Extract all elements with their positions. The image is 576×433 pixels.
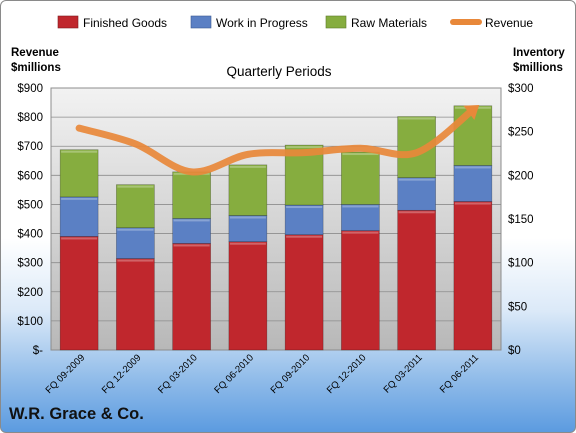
category-label: FQ 12-2010 (325, 352, 369, 396)
legend-label-work-in-progress: Work in Progress (216, 16, 308, 30)
left-tick-label: $600 (17, 170, 43, 182)
bar-highlight (61, 150, 98, 153)
bar-finished-goods (172, 243, 211, 351)
bar-work-in-progress (172, 218, 211, 244)
right-tick-label: $0 (508, 345, 521, 357)
bar-work-in-progress (59, 196, 99, 237)
left-tick-label: $500 (17, 199, 43, 211)
left-tick-label: $800 (17, 112, 43, 124)
bar-highlight (229, 216, 266, 219)
bar-highlight (229, 242, 266, 245)
legend-label-revenue: Revenue (485, 16, 533, 30)
category-label: FQ 09-2010 (269, 352, 313, 396)
right-tick-label: $50 (508, 301, 527, 313)
category-label: FQ 03-2010 (156, 352, 200, 396)
bar-highlight (342, 205, 379, 208)
bar-raw-materials (228, 164, 268, 216)
revenue-line-path (75, 106, 477, 176)
bar-highlight (342, 231, 379, 234)
bar-highlight (398, 178, 435, 181)
bar-work-in-progress (397, 177, 436, 211)
bar-highlight (117, 259, 154, 262)
bar-raw-materials (59, 149, 99, 198)
bar-finished-goods (284, 234, 324, 351)
company-name: W.R. Grace & Co. (9, 405, 144, 423)
bar-raw-materials (116, 184, 155, 229)
bar-work-in-progress (341, 204, 380, 231)
revenue-line-arrowhead (463, 104, 480, 121)
bar-work-in-progress (453, 165, 493, 202)
category-label: FQ 12-2009 (100, 352, 144, 396)
bar-finished-goods (116, 258, 155, 351)
left-tick-label: $700 (17, 141, 43, 153)
left-tick-label: $300 (17, 258, 43, 270)
bar-finished-goods (228, 241, 268, 351)
category-label: FQ 09-2009 (44, 352, 88, 396)
left-tick-label: $900 (17, 83, 43, 95)
plot-title: Quarterly Periods (226, 64, 331, 79)
revenue-line (75, 104, 480, 176)
bar-highlight (61, 197, 98, 200)
right-tick-label: $100 (508, 258, 534, 270)
left-tick-label: $- (33, 345, 43, 357)
category-label: FQ 03-2011 (382, 352, 425, 395)
right-axis: $0 $50 $100 $150 $200 $250 $300 (508, 83, 534, 357)
left-axis-title-line2: $millions (11, 62, 61, 74)
bar-finished-goods (59, 236, 99, 351)
left-tick-label: $200 (17, 287, 43, 299)
bar-work-in-progress (116, 227, 155, 259)
right-tick-label: $150 (508, 214, 534, 226)
legend-label-finished-goods: Finished Goods (83, 16, 167, 30)
left-axis-title-line1: Revenue (11, 47, 59, 59)
right-axis-title-line1: Inventory (513, 47, 565, 59)
bar-highlight (61, 237, 98, 240)
right-tick-label: $300 (508, 83, 534, 95)
bar-highlight (117, 185, 154, 188)
bar-highlight (173, 219, 210, 222)
legend: Finished Goods Work in Progress Raw Mate… (57, 15, 533, 30)
legend-label-raw-materials: Raw Materials (351, 16, 427, 30)
right-tick-label: $200 (508, 170, 534, 182)
bar-highlight (229, 165, 266, 168)
bar-work-in-progress (228, 215, 268, 243)
bar-finished-goods (341, 230, 380, 351)
right-axis-title-line2: $millions (513, 62, 563, 74)
bar-raw-materials (172, 171, 211, 219)
bar-raw-materials (341, 151, 380, 205)
legend-swatch-raw-materials (325, 15, 347, 29)
bar-highlight (117, 228, 154, 231)
bar-highlight (454, 202, 491, 205)
bar-highlight (173, 244, 210, 247)
legend-swatch-finished-goods (57, 15, 79, 29)
bar-work-in-progress (284, 204, 324, 236)
category-label: FQ 06-2011 (438, 352, 481, 395)
bar-highlight (342, 153, 379, 156)
bar-highlight (398, 117, 435, 120)
bar-highlight (454, 166, 491, 169)
bar-finished-goods (453, 201, 493, 351)
bar-highlight (286, 146, 323, 149)
category-label: FQ 06-2010 (212, 352, 256, 396)
right-tick-label: $250 (508, 127, 534, 139)
bars (59, 105, 493, 351)
bar-highlight (398, 211, 435, 214)
left-tick-label: $400 (17, 229, 43, 241)
legend-swatch-work-in-progress (190, 15, 212, 29)
left-axis: $- $100 $200 $300 $400 $500 $600 $700 $800 $900 (17, 83, 43, 357)
bar-highlight (286, 206, 323, 209)
category-axis: FQ 09-2009 FQ 12-2009 FQ 03-2010 FQ 06-2010… (44, 352, 481, 396)
bar-finished-goods (397, 209, 436, 351)
left-tick-label: $100 (17, 316, 43, 328)
bar-highlight (286, 235, 323, 238)
